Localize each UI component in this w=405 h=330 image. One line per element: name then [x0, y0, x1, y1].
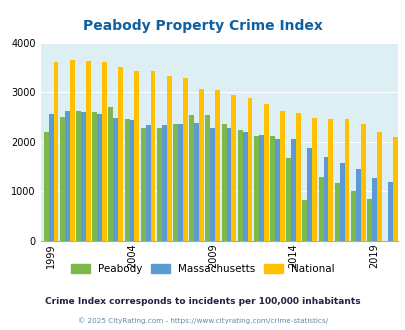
Bar — [226, 128, 231, 241]
Bar — [141, 127, 145, 241]
Bar — [157, 127, 162, 241]
Bar — [311, 117, 316, 241]
Bar — [231, 95, 236, 241]
Bar — [328, 118, 333, 241]
Bar — [182, 78, 187, 241]
Bar — [108, 107, 113, 241]
Bar — [92, 112, 97, 241]
Bar — [85, 61, 90, 241]
Bar — [350, 191, 355, 241]
Bar — [376, 132, 381, 241]
Bar — [65, 111, 70, 241]
Bar — [215, 90, 220, 241]
Bar — [162, 125, 166, 241]
Bar — [274, 139, 279, 241]
Bar — [129, 120, 134, 241]
Bar — [392, 137, 397, 241]
Bar — [334, 183, 339, 241]
Bar — [53, 62, 58, 241]
Bar — [70, 60, 75, 241]
Bar — [44, 132, 49, 241]
Bar — [150, 71, 155, 241]
Bar — [323, 157, 328, 241]
Bar — [242, 131, 247, 241]
Bar — [366, 199, 371, 241]
Bar — [60, 117, 65, 241]
Bar — [177, 124, 182, 241]
Bar — [198, 89, 203, 241]
Bar — [307, 148, 311, 241]
Bar — [344, 119, 349, 241]
Text: Peabody Property Crime Index: Peabody Property Crime Index — [83, 19, 322, 33]
Bar — [360, 124, 364, 241]
Bar — [387, 182, 392, 241]
Bar — [102, 62, 107, 241]
Bar — [237, 129, 242, 241]
Bar — [247, 98, 252, 241]
Bar — [210, 128, 215, 241]
Bar — [339, 163, 344, 241]
Bar — [295, 113, 300, 241]
Bar — [173, 123, 177, 241]
Bar — [355, 169, 360, 241]
Text: © 2025 CityRating.com - https://www.cityrating.com/crime-statistics/: © 2025 CityRating.com - https://www.city… — [78, 317, 327, 324]
Text: Crime Index corresponds to incidents per 100,000 inhabitants: Crime Index corresponds to incidents per… — [45, 297, 360, 307]
Bar — [194, 123, 198, 241]
Bar — [124, 119, 129, 241]
Bar — [81, 112, 85, 241]
Bar — [166, 76, 171, 241]
Bar — [76, 111, 81, 241]
Bar — [205, 115, 210, 241]
Bar — [263, 104, 268, 241]
Bar — [302, 200, 307, 241]
Bar — [286, 158, 290, 241]
Bar — [371, 178, 376, 241]
Bar — [118, 67, 123, 241]
Bar — [279, 111, 284, 241]
Bar — [113, 118, 118, 241]
Bar — [318, 177, 323, 241]
Bar — [258, 135, 263, 241]
Bar — [189, 115, 194, 241]
Bar — [290, 139, 295, 241]
Bar — [269, 136, 274, 241]
Legend: Peabody, Massachusetts, National: Peabody, Massachusetts, National — [68, 261, 337, 278]
Bar — [221, 123, 226, 241]
Bar — [97, 114, 102, 241]
Bar — [254, 136, 258, 241]
Bar — [49, 114, 53, 241]
Bar — [145, 125, 150, 241]
Bar — [134, 71, 139, 241]
